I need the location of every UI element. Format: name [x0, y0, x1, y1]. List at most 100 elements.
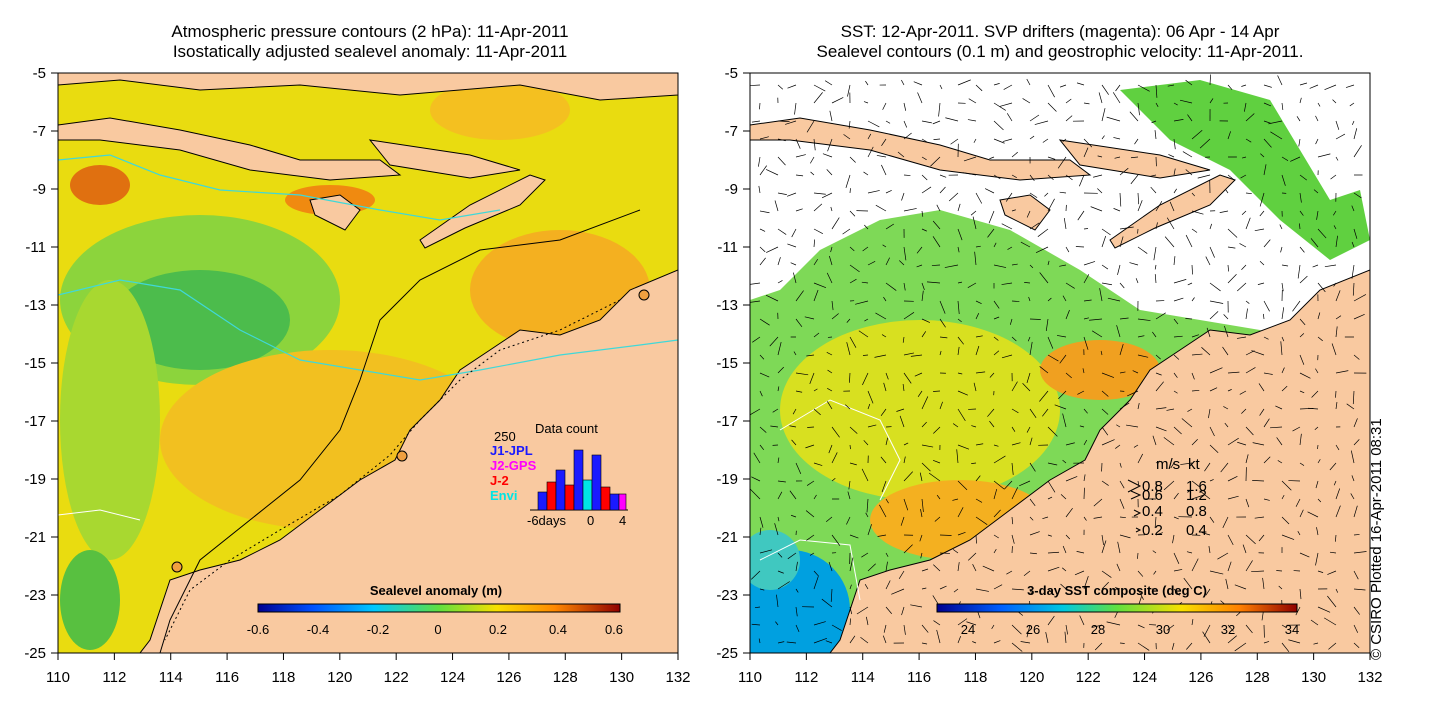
velocity-arrow [862, 372, 869, 386]
velocity-arrow [1313, 642, 1319, 645]
velocity-arrow [810, 171, 815, 176]
velocity-arrow [856, 606, 869, 615]
x-axis-tick-label: 116 [907, 669, 931, 686]
velocity-arrow [793, 351, 797, 356]
velocity-arrow [1173, 318, 1179, 325]
velocity-arrow [1137, 588, 1144, 600]
velocity-arrow [1029, 552, 1037, 555]
velocity-arrow [774, 523, 779, 536]
velocity-arrow [1101, 84, 1109, 95]
velocity-arrow [993, 480, 1005, 490]
velocity-arrow [1260, 153, 1265, 158]
velocity-arrow [1245, 192, 1252, 195]
velocity-arrow [877, 534, 887, 537]
credit-label: © CSIRO Plotted 16-Apr-2011 08:31 [1368, 418, 1385, 660]
y-axis-tick-label: -15 [24, 355, 46, 372]
velocity-arrow [1330, 174, 1337, 180]
sst-colorbar: 3-day SST composite (deg C) 24 26 28 30 … [936, 583, 1299, 637]
left-map [58, 73, 678, 653]
velocity-arrow [1065, 98, 1072, 104]
velocity-arrow [1281, 174, 1286, 186]
velocity-arrow [1011, 462, 1014, 475]
velocity-arrow [831, 426, 840, 438]
velocity-arrow [813, 621, 826, 626]
velocity-arrow [1119, 480, 1125, 489]
y-axis-tick-label: -5 [725, 65, 738, 82]
velocity-arrow [849, 246, 855, 252]
velocity-arrow [1173, 138, 1176, 150]
velocity-arrow [1312, 264, 1319, 268]
velocity-arrow [885, 552, 889, 557]
velocity-arrow [1317, 459, 1321, 464]
velocity-arrow [1119, 462, 1122, 468]
velocity-arrow [1119, 282, 1125, 289]
velocity-arrow [1240, 174, 1247, 179]
tide-gauge-marker-1 [638, 289, 650, 301]
velocity-arrow [1083, 439, 1088, 446]
left-title-line1: Atmospheric pressure contours (2 hPa): 1… [171, 22, 569, 41]
velocity-arrow [795, 372, 809, 376]
velocity-arrow [1119, 344, 1124, 356]
velocity-arrow [1185, 79, 1193, 86]
velocity-arrow [1137, 192, 1140, 205]
velocity-arrow [1154, 130, 1157, 140]
velocity-arrow [919, 472, 923, 482]
sealevel-contour-white [779, 399, 901, 501]
velocity-arrow [1137, 318, 1151, 321]
velocity-arrow [1113, 208, 1121, 212]
velocity-arrow [1335, 133, 1346, 140]
velocity-arrow [1065, 476, 1078, 482]
velocity-arrow [1119, 498, 1125, 509]
velocity-arrow [1353, 313, 1365, 320]
velocity-arrow [849, 426, 858, 434]
velocity-arrow [1093, 516, 1103, 519]
velocity-arrow [826, 272, 833, 284]
velocity-arrow [809, 552, 815, 556]
velocity-arrow [1241, 264, 1247, 270]
velocity-arrow [1220, 462, 1229, 473]
velocity-arrow [1281, 307, 1285, 320]
pressure-contour-2 [58, 154, 501, 221]
velocity-arrow [1315, 368, 1319, 374]
velocity-arrow [1299, 372, 1311, 379]
velocity-arrow [1209, 300, 1224, 304]
velocity-arrow [1047, 480, 1056, 493]
velocity-arrow [1083, 274, 1090, 284]
velocity-arrow [1191, 439, 1198, 446]
velocity-arrow [849, 557, 854, 572]
velocity-arrow [1134, 138, 1139, 145]
velocity-arrow [849, 372, 851, 383]
velocity-arrow [1037, 228, 1049, 237]
velocity-arrow [1137, 335, 1145, 338]
velocity-arrow [1335, 444, 1340, 451]
y-axis-tick-label: -13 [716, 297, 738, 314]
anomaly-west-region [60, 280, 160, 560]
velocity-arrow [1029, 174, 1035, 182]
velocity-arrow [1173, 372, 1178, 378]
velocity-arrow [916, 246, 923, 254]
velocity-arrow [1079, 425, 1085, 428]
velocity-arrow [1056, 335, 1067, 338]
velocity-arrow [971, 462, 977, 464]
velocity-arrow [921, 498, 924, 512]
velocity-arrow [1299, 174, 1308, 181]
velocity-arrow [759, 549, 773, 554]
velocity-arrow [993, 548, 997, 554]
velocity-arrow [1227, 174, 1236, 181]
velocity-arrow [914, 372, 923, 377]
right-map [750, 73, 1370, 653]
velocity-arrow [1205, 588, 1211, 596]
velocity-arrow [1350, 450, 1355, 464]
velocity-arrow [1116, 563, 1121, 572]
velocity-arrow [957, 79, 971, 86]
velocity-arrow [1317, 498, 1322, 503]
velocity-arrow [847, 84, 851, 97]
velocity-arrow [1167, 84, 1175, 87]
velocity-arrow [1245, 454, 1249, 464]
velocity-arrow [813, 84, 826, 92]
velocity-arrow [1329, 551, 1337, 554]
data-count-bar [609, 493, 620, 511]
velocity-arrow [831, 452, 838, 464]
velocity-arrow [1059, 354, 1067, 364]
